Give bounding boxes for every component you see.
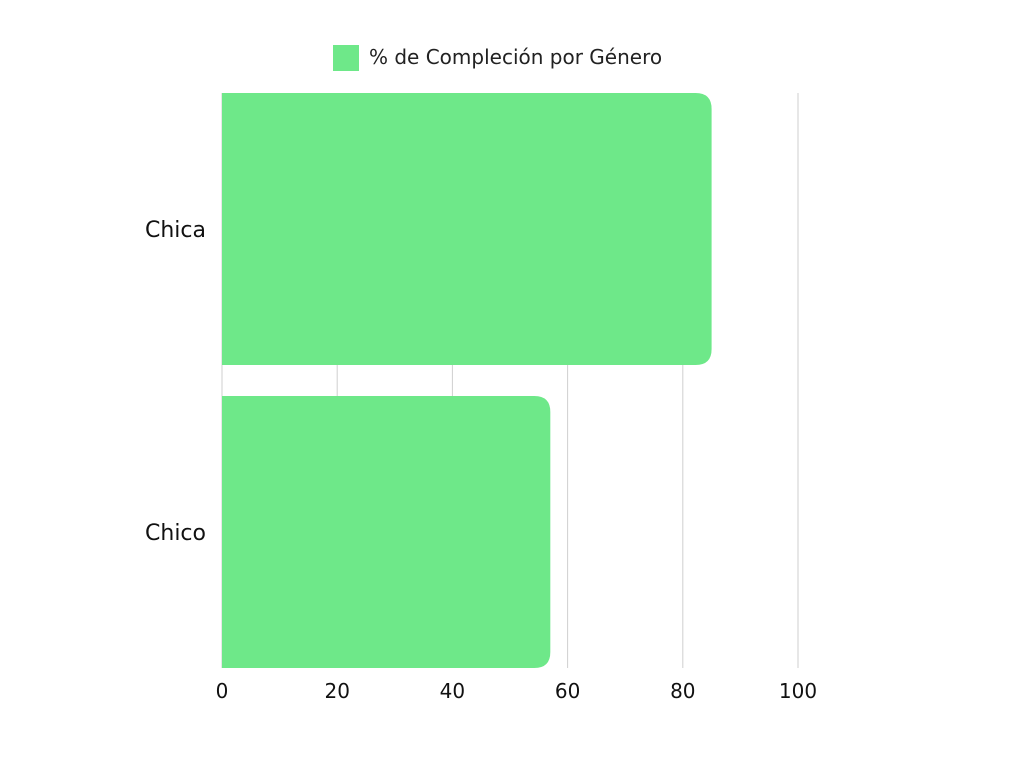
axis: 0 20 40 60 80 100 [216, 679, 817, 703]
x-tick-label: 60 [555, 679, 580, 703]
category-label: Chico [145, 521, 206, 546]
x-tick-label: 0 [216, 679, 229, 703]
bar-chico [222, 396, 551, 668]
x-tick-label: 80 [670, 679, 695, 703]
x-tick-label: 100 [779, 679, 817, 703]
legend-label: % de Compleción por Género [369, 45, 662, 69]
bar-chica [222, 93, 712, 365]
x-tick-label: 20 [324, 679, 349, 703]
x-tick-label: 40 [440, 679, 465, 703]
category-label: Chica [145, 218, 206, 243]
legend-swatch [333, 45, 359, 71]
bars: Chica Chico [145, 93, 712, 668]
legend: % de Compleción por Género [333, 45, 662, 71]
